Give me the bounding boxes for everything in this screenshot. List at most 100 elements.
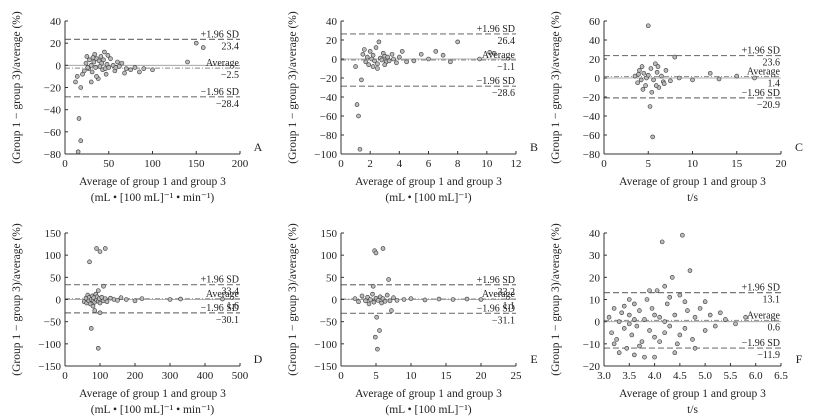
data-point <box>200 45 206 50</box>
data-point <box>389 51 395 57</box>
data-point <box>401 297 407 302</box>
average-value: 1.4 <box>768 79 781 90</box>
x-tick-label: 2 <box>367 158 373 170</box>
data-point <box>662 283 667 289</box>
data-point <box>667 323 673 329</box>
data-point <box>404 59 409 65</box>
data-point <box>675 341 680 347</box>
data-point <box>418 51 424 57</box>
y-tick-label: −100 <box>314 149 337 161</box>
lower-limit-label: −1.96 SD <box>201 87 239 98</box>
data-point <box>185 59 190 65</box>
data-point <box>95 288 101 293</box>
data-point <box>669 275 675 280</box>
x-tick-label: 4.0 <box>648 370 662 382</box>
data-point <box>662 319 667 324</box>
data-point <box>448 59 453 65</box>
data-point <box>391 56 396 62</box>
data-point <box>663 68 669 73</box>
x-tick-label: 0 <box>62 158 68 170</box>
data-point <box>650 134 655 140</box>
data-point <box>113 65 119 70</box>
y-tick-label: 0 <box>332 54 338 66</box>
upper-limit-label: +1.96 SD <box>201 275 239 286</box>
data-point <box>733 321 738 327</box>
data-point <box>632 317 637 322</box>
data-point <box>638 77 644 83</box>
data-point <box>707 312 713 318</box>
data-point <box>643 83 648 88</box>
y-tick-label: 100 <box>45 250 62 262</box>
data-point <box>123 297 129 302</box>
x-axis-unit: t/s <box>687 404 698 416</box>
data-point <box>352 296 358 301</box>
x-axis-title: Average of group 1 and group 3 <box>619 388 766 400</box>
data-point <box>141 66 147 71</box>
data-point <box>611 341 617 347</box>
data-point <box>379 300 384 306</box>
x-axis-unit: t/s <box>687 192 698 204</box>
panel-a: 0 50 100 150 200 −80 −60 −40 −20 0 20 40 +1.96 SD23.… <box>11 11 263 204</box>
data-point <box>672 312 678 318</box>
data-point <box>614 337 619 342</box>
panel-letter: D <box>254 352 263 366</box>
y-axis-title: (Group 1 − group 3)/average (%) <box>550 223 562 376</box>
y-tick-label: 150 <box>45 228 62 240</box>
lower-limit-value: −11.9 <box>757 350 780 361</box>
average-label: Average <box>206 289 240 300</box>
x-tick-label: 0 <box>62 370 68 382</box>
y-tick-label: −100 <box>314 339 337 351</box>
average-label: Average <box>482 289 516 300</box>
data-point <box>639 339 645 344</box>
data-point <box>87 259 92 265</box>
y-tick-label: 100 <box>321 250 338 262</box>
data-point <box>662 330 667 336</box>
data-point <box>353 64 358 69</box>
x-tick-label: 15 <box>731 158 743 170</box>
data-point <box>632 352 637 358</box>
data-point <box>655 64 661 69</box>
data-point <box>626 312 632 318</box>
average-value: −1.1 <box>497 62 515 73</box>
data-point <box>707 70 713 76</box>
x-axis-title: Average of group 1 and group 3 <box>355 388 502 400</box>
data-point <box>450 297 456 302</box>
x-tick-label: 300 <box>162 370 179 382</box>
data-point <box>682 299 688 305</box>
data-point <box>76 116 82 121</box>
x-tick-label: 5 <box>373 370 379 382</box>
data-point <box>399 49 405 54</box>
y-tick-label: −40 <box>583 111 601 123</box>
y-tick-label: 0 <box>595 317 601 329</box>
data-point <box>653 83 659 88</box>
y-tick-label: 150 <box>321 228 338 240</box>
lower-limit-value: −20.9 <box>757 100 780 111</box>
data-point <box>651 77 656 83</box>
data-point <box>122 70 127 76</box>
data-point <box>370 52 376 58</box>
data-point <box>220 296 225 302</box>
data-point <box>639 64 645 69</box>
data-point <box>433 49 439 54</box>
y-tick-label: −40 <box>320 92 338 104</box>
y-tick-label: −60 <box>44 127 62 139</box>
data-point <box>723 317 728 322</box>
data-point <box>372 334 378 340</box>
data-point <box>616 319 622 324</box>
data-point <box>624 345 630 351</box>
data-point <box>743 314 748 320</box>
x-axis-unit: (mL • [100 mL]⁻¹) <box>385 192 471 204</box>
lower-limit-value: −31.1 <box>492 315 515 326</box>
x-axis-unit: (mL • [100 mL]⁻¹ • min⁻¹) <box>91 192 215 204</box>
data-point <box>118 295 124 301</box>
data-point <box>659 239 665 245</box>
x-tick-label: 100 <box>92 370 109 382</box>
upper-limit-value: 23.6 <box>763 58 781 69</box>
data-point <box>632 301 637 307</box>
data-point <box>619 310 625 316</box>
data-point <box>653 61 658 67</box>
x-tick-label: 8 <box>455 158 461 170</box>
data-point <box>89 69 95 75</box>
data-point <box>422 297 428 303</box>
y-tick-label: −80 <box>44 149 62 161</box>
